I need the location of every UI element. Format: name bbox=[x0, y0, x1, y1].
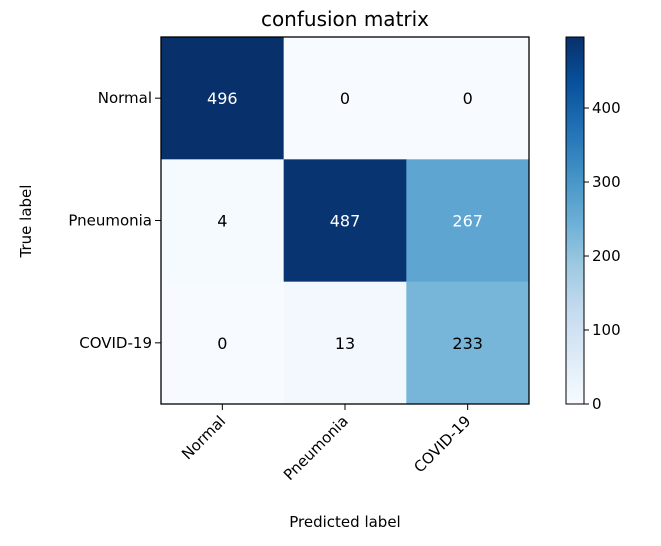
y-tick-label: COVID-19 bbox=[79, 334, 152, 352]
heatmap-cell bbox=[161, 37, 285, 160]
y-tick-label: Pneumonia bbox=[68, 212, 152, 230]
cell-value-label: 0 bbox=[217, 334, 227, 353]
cell-value-label: 487 bbox=[330, 212, 361, 231]
heatmap-cell bbox=[406, 159, 530, 283]
x-axis-label: Predicted label bbox=[289, 513, 400, 531]
cell-value-label: 267 bbox=[452, 212, 483, 231]
heatmap-cell bbox=[283, 37, 407, 160]
heatmap-cell bbox=[161, 281, 285, 405]
colorbar-tick-label: 300 bbox=[592, 173, 621, 191]
colorbar bbox=[565, 36, 585, 405]
cell-value-label: 496 bbox=[207, 89, 238, 108]
cell-value-label: 13 bbox=[335, 334, 355, 353]
colorbar-tick-label: 0 bbox=[592, 395, 602, 413]
heatmap-cell bbox=[406, 37, 530, 160]
y-tick-label: Normal bbox=[98, 89, 152, 107]
heatmap-cell bbox=[283, 159, 407, 283]
x-tick-label: Pneumonia bbox=[280, 412, 352, 484]
cell-value-labels: 496 0 0 4 487 267 0 13 233 bbox=[207, 89, 483, 353]
colorbar-tick-label: 200 bbox=[592, 247, 621, 265]
chart-title: confusion matrix bbox=[261, 7, 429, 31]
cell-value-label: 0 bbox=[340, 89, 350, 108]
heatmap-cell bbox=[406, 281, 530, 405]
heatmap-cell bbox=[161, 159, 285, 283]
colorbar-ticks: 0 100 200 300 400 bbox=[584, 99, 621, 413]
heatmap-cell bbox=[283, 281, 407, 405]
cell-value-label: 4 bbox=[217, 212, 227, 231]
cell-value-label: 233 bbox=[452, 334, 483, 353]
cell-value-label: 0 bbox=[463, 89, 473, 108]
heatmap-cells bbox=[161, 37, 530, 405]
colorbar-tick-label: 400 bbox=[592, 99, 621, 117]
colorbar-tick-label: 100 bbox=[592, 321, 621, 339]
x-tick-label: Normal bbox=[178, 412, 229, 463]
x-tick-label: COVID-19 bbox=[410, 412, 474, 476]
y-axis-label: True label bbox=[17, 185, 35, 259]
